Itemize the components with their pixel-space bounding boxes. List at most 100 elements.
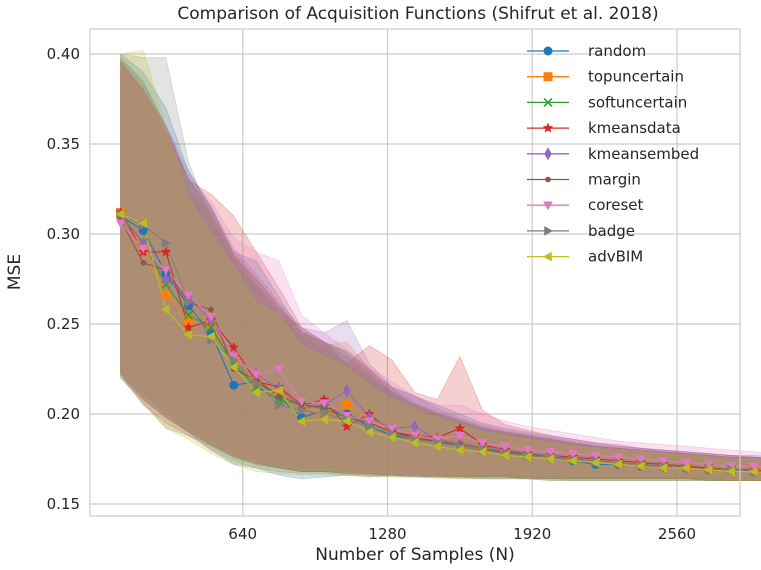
- point-advBIM: [409, 437, 419, 448]
- point-coreset: [183, 291, 194, 301]
- legend-marker: [542, 251, 552, 262]
- tick-labels: 64012801920256032000.150.200.250.300.350…: [47, 45, 697, 543]
- chart-title: Comparison of Acquisition Functions (Shi…: [177, 4, 658, 24]
- point-advBIM: [206, 331, 215, 342]
- point-coreset: [500, 442, 511, 452]
- point-coreset: [138, 244, 149, 254]
- point-coreset: [364, 417, 375, 427]
- point-advBIM: [228, 362, 238, 373]
- legend-marker: [542, 122, 554, 133]
- point-advBIM: [138, 218, 147, 229]
- legend-marker: [543, 46, 553, 56]
- band-random: [120, 53, 761, 481]
- point-coreset: [545, 448, 556, 457]
- legend-marker: [545, 176, 551, 183]
- point-advBIM: [160, 304, 170, 315]
- point-advBIM: [658, 463, 668, 473]
- point-kmeansdata: [183, 321, 194, 333]
- point-coreset: [590, 451, 601, 461]
- point-coreset: [296, 397, 307, 407]
- band-margin: [120, 60, 761, 481]
- legend-marker: [543, 72, 553, 82]
- point-random: [229, 380, 239, 390]
- point-softuncertain: [183, 310, 194, 320]
- point-coreset: [115, 219, 126, 229]
- legend-item-kmeansdata: kmeansdata: [527, 119, 681, 137]
- legend-label: kmeansembed: [588, 145, 699, 163]
- point-advBIM: [567, 455, 577, 466]
- point-advBIM: [432, 441, 442, 452]
- legend-item-margin: margin: [527, 171, 641, 189]
- legend-label: margin: [588, 171, 641, 189]
- point-coreset: [206, 313, 217, 322]
- point-margin: [140, 260, 147, 266]
- series-markers: [115, 206, 760, 479]
- band-kmeansdata: [120, 62, 761, 481]
- legend-marker: [544, 225, 554, 236]
- point-margin: [276, 393, 282, 399]
- point-badge: [275, 400, 284, 410]
- band-softuncertain: [120, 56, 761, 481]
- band-topuncertain: [120, 62, 761, 480]
- point-coreset: [703, 460, 714, 470]
- point-coreset: [635, 455, 646, 465]
- point-kmeansembed: [162, 272, 170, 286]
- x-tick-label: 1280: [368, 525, 406, 543]
- point-advBIM: [545, 454, 555, 464]
- x-tick-label: 1920: [513, 525, 551, 543]
- point-kmeansdata: [228, 341, 240, 352]
- point-advBIM: [364, 427, 374, 437]
- point-advBIM: [500, 450, 509, 461]
- x-axis-title: Number of Samples (N): [315, 545, 514, 565]
- point-coreset: [454, 431, 465, 441]
- legend-item-kmeansembed: kmeansembed: [527, 145, 699, 163]
- point-coreset: [387, 424, 397, 434]
- point-advBIM: [341, 416, 351, 427]
- band-coreset: [120, 60, 761, 478]
- point-advBIM: [273, 385, 283, 396]
- point-coreset: [658, 457, 669, 466]
- point-badge: [365, 421, 375, 432]
- legend-item-softuncertain: softuncertain: [527, 93, 687, 111]
- point-topuncertain: [161, 290, 171, 300]
- point-badge: [162, 238, 171, 248]
- point-badge: [297, 405, 307, 416]
- legend-item-advBIM: advBIM: [527, 248, 643, 266]
- x-tick-label: 640: [228, 525, 257, 543]
- point-coreset: [568, 449, 578, 459]
- legend-label: random: [588, 42, 646, 60]
- legend-marker: [544, 147, 552, 161]
- point-kmeansdata: [454, 422, 466, 433]
- band-advBIM: [120, 50, 761, 481]
- point-coreset: [160, 266, 171, 276]
- legend-item-random: random: [527, 42, 646, 60]
- legend-marker: [543, 201, 553, 211]
- point-advBIM: [590, 457, 600, 468]
- point-badge: [184, 297, 194, 308]
- point-advBIM: [522, 452, 532, 463]
- legend-label: topuncertain: [588, 68, 684, 86]
- point-advBIM: [477, 446, 487, 457]
- legend: random topuncertain softuncertain kmeansdat…: [527, 42, 699, 266]
- point-coreset: [319, 399, 330, 409]
- legend-label: kmeansdata: [588, 119, 681, 137]
- y-tick-label: 0.20: [47, 405, 80, 423]
- y-tick-label: 0.25: [47, 315, 80, 333]
- point-advBIM: [635, 461, 645, 472]
- plot-frame: [89, 28, 741, 517]
- band-badge: [120, 53, 761, 481]
- point-advBIM: [726, 466, 736, 477]
- point-advBIM: [251, 387, 261, 398]
- legend-marker: [543, 97, 553, 107]
- legend-item-coreset: coreset: [527, 196, 644, 214]
- point-coreset: [477, 439, 488, 448]
- point-coreset: [522, 446, 533, 456]
- y-tick-label: 0.30: [47, 225, 80, 243]
- point-margin: [208, 306, 214, 313]
- y-axis-title: MSE: [5, 254, 25, 290]
- point-badge: [320, 409, 330, 419]
- grid: [90, 29, 740, 516]
- x-tick-label: 2560: [658, 525, 696, 543]
- point-badge: [229, 355, 239, 365]
